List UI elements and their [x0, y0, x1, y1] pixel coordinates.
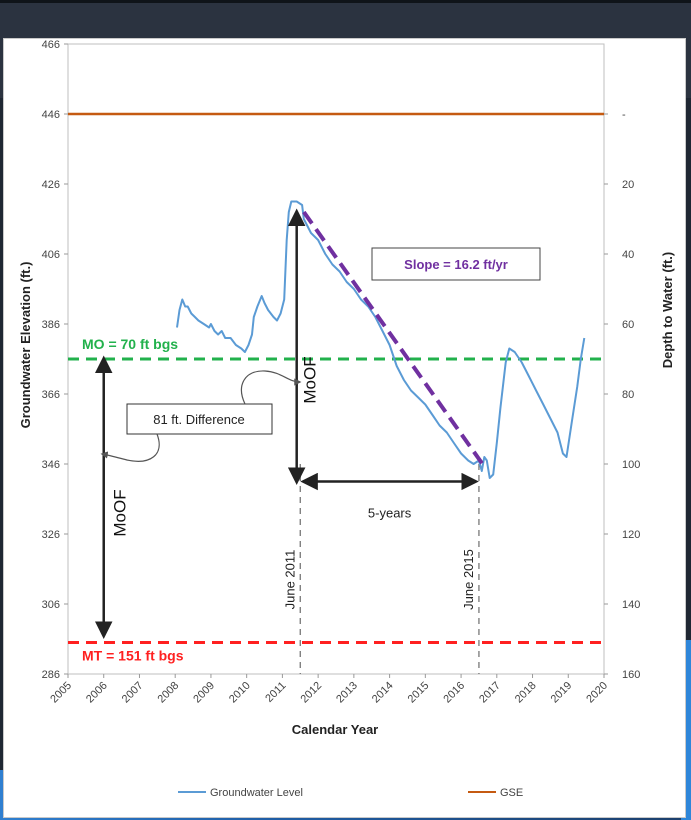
five-years-label: 5-years: [368, 506, 412, 521]
right-accent-band: [681, 640, 691, 820]
y-tick-label: 286: [42, 669, 60, 681]
vertical-marker-label: June 2015: [461, 549, 476, 610]
difference-connector-upper: [240, 370, 302, 405]
y-tick-label: 366: [42, 389, 60, 401]
mo-label: MO = 70 ft bgs: [82, 336, 178, 352]
x-tick-label: 2008: [156, 680, 182, 706]
difference-label: 81 ft. Difference: [153, 412, 245, 427]
difference-box: [126, 403, 273, 435]
x-tick-label: 2013: [334, 680, 360, 706]
groundwater-line: [176, 200, 586, 479]
slope-trend: Slope = 16.2 ft/yr: [302, 210, 541, 466]
annotations: MoOF MoOF 5-years 81 ft. Difference: [94, 208, 479, 639]
legend-label-groundwater: Groundwater Level: [210, 787, 303, 799]
x-axis-title: Calendar Year: [292, 722, 378, 737]
y2-tick-label: 80: [622, 389, 634, 401]
y-tick-label: 326: [42, 529, 60, 541]
y2-tick-label: 60: [622, 319, 634, 331]
y2-tick-label: 160: [622, 669, 640, 681]
x-tick-label: 2007: [120, 680, 146, 706]
y2-axis-title: Depth to Water (ft.): [660, 252, 675, 369]
moof-label-upper: MoOF: [301, 356, 320, 403]
y2-tick-label: 40: [622, 249, 634, 261]
slope-label: Slope = 16.2 ft/yr: [404, 257, 508, 272]
y-tick-label: 306: [42, 599, 60, 611]
y2-tick-label: 100: [622, 459, 640, 471]
x-tick-label: 2015: [406, 680, 432, 706]
reference-lines: MO = 70 ft bgs MT = 151 ft bgs: [68, 336, 604, 664]
y-tick-label: 426: [42, 179, 60, 191]
right-y-axis: 160 140 120 100 80 60 40 20 -: [604, 109, 640, 681]
y-tick-label: 446: [42, 109, 60, 121]
plot-area: [67, 43, 605, 675]
x-tick-label: 2019: [549, 680, 575, 706]
x-tick-label: 2006: [84, 680, 110, 706]
x-tick-label: 2005: [48, 680, 74, 706]
y-tick-label: 406: [42, 249, 60, 261]
difference-connector-lower: [100, 433, 160, 462]
y-axis-title: Groundwater Elevation (ft.): [18, 262, 33, 429]
y-tick-label: 466: [42, 39, 60, 51]
y2-tick-label: 20: [622, 179, 634, 191]
mt-label: MT = 151 ft bgs: [82, 648, 184, 664]
x-tick-label: 2018: [513, 680, 539, 706]
x-tick-label: 2010: [227, 680, 253, 706]
legend-label-gse: GSE: [500, 787, 523, 799]
y-tick-label: 346: [42, 459, 60, 471]
vertical-marker-label: June 2011: [282, 550, 297, 610]
x-tick-label: 2012: [298, 680, 324, 706]
left-y-axis: 286 306 326 346 366 386 406 426 446 466: [42, 39, 68, 681]
y-tick-label: 386: [42, 319, 60, 331]
y2-tick-label: 140: [622, 599, 640, 611]
slope-line: [302, 210, 485, 466]
y2-tick-label: -: [622, 109, 626, 121]
moof-label-lower: MoOF: [111, 489, 130, 536]
vertical-markers: June 2011 June 2015: [282, 464, 480, 674]
x-tick-label: 2017: [477, 680, 503, 706]
x-tick-label: 2009: [191, 680, 217, 706]
x-tick-label: 2011: [263, 680, 288, 705]
legend: Groundwater Level GSE: [178, 787, 523, 799]
groundwater-level-series: [176, 200, 586, 479]
y2-tick-label: 120: [622, 529, 640, 541]
x-tick-label: 2020: [584, 680, 610, 706]
x-axis: 2005 2006 2007 2008 2009 2010 2011 2012 2013 2014…: [48, 674, 610, 705]
x-tick-label: 2016: [441, 680, 467, 706]
slope-box: [371, 247, 541, 281]
x-tick-label: 2014: [370, 680, 396, 706]
